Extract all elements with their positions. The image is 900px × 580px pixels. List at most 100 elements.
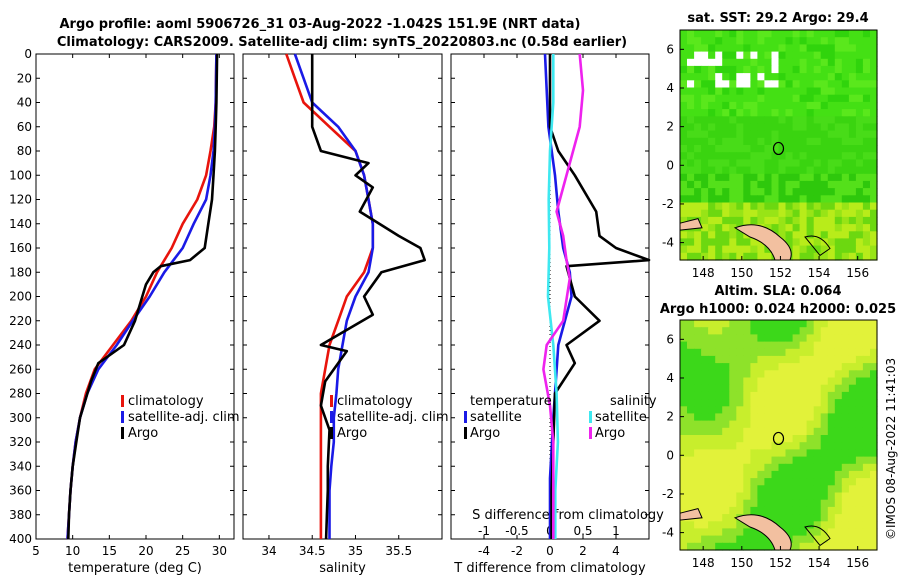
map-cell — [687, 399, 695, 407]
map-cell — [799, 492, 808, 501]
x-tick-label: 35 — [348, 544, 363, 558]
map-cell — [806, 334, 815, 343]
map-cell — [694, 528, 702, 537]
map-cell — [708, 137, 716, 146]
map-cell — [764, 180, 772, 189]
map-cell — [778, 470, 787, 479]
map-cell — [708, 145, 716, 153]
map-cell — [848, 435, 857, 443]
map-cell — [799, 173, 808, 182]
map-cell — [722, 435, 730, 443]
map-cell — [764, 413, 772, 422]
map-cell — [722, 94, 730, 103]
map-cell — [771, 94, 780, 103]
map-cell — [708, 485, 716, 494]
map-cell — [792, 384, 801, 393]
map-cell — [778, 130, 787, 139]
map-cell — [771, 51, 780, 60]
map-cell — [834, 320, 843, 328]
map-cell — [792, 216, 801, 225]
map-cell — [764, 320, 772, 328]
map-cell — [870, 449, 878, 458]
map-cell — [799, 399, 808, 407]
map-cell — [701, 348, 709, 357]
map-cell — [841, 145, 850, 153]
map-cell — [827, 499, 836, 508]
map-cell — [715, 209, 723, 218]
map-cell — [694, 137, 702, 146]
map-cell — [870, 195, 878, 204]
map-cell — [729, 101, 737, 110]
map-cell — [870, 58, 878, 67]
map-cell — [792, 145, 801, 153]
map-cell — [771, 485, 780, 494]
map-cell — [743, 94, 751, 103]
map-cell — [771, 195, 780, 204]
map-cell — [729, 463, 737, 472]
map-cell — [736, 87, 744, 96]
map-cell — [870, 442, 878, 450]
map-cell — [792, 413, 801, 422]
map-cell — [750, 427, 758, 436]
map-cell — [680, 123, 688, 132]
map-cell — [813, 377, 822, 386]
map-cell — [778, 73, 787, 81]
map-cell — [729, 413, 737, 422]
map-cell — [855, 406, 864, 415]
map-cell — [722, 166, 730, 175]
map-cell — [778, 463, 787, 472]
map-cell — [785, 30, 794, 38]
map-cell — [729, 159, 737, 168]
map-cell — [736, 73, 744, 81]
map-cell — [757, 341, 765, 350]
map-cell — [778, 166, 787, 175]
map-cell — [687, 101, 695, 110]
map-cell — [806, 94, 815, 103]
map-cell — [820, 152, 829, 160]
map-cell — [834, 355, 843, 364]
map-cell — [715, 202, 723, 211]
map-cell — [848, 413, 857, 422]
map-cell — [701, 87, 709, 96]
map-cell — [827, 391, 836, 400]
map-cell — [841, 420, 850, 429]
map-cell — [813, 435, 822, 443]
map-cell — [827, 355, 836, 364]
map-cell — [771, 188, 780, 196]
map-cell — [785, 470, 794, 479]
map-cell — [708, 80, 716, 89]
map-cell — [827, 195, 836, 204]
map-cell — [736, 485, 744, 494]
map-cell — [813, 463, 822, 472]
map-cell — [694, 180, 702, 189]
map-cell — [771, 58, 780, 67]
map-cell — [862, 145, 871, 153]
map-cell — [870, 413, 878, 422]
map-cell — [743, 463, 751, 472]
map-cell — [715, 348, 723, 357]
map-cell — [855, 478, 864, 486]
map-cell — [870, 485, 878, 494]
map-cell — [757, 413, 765, 422]
map-cell — [708, 245, 716, 254]
map-cell — [722, 58, 730, 67]
map-cell — [771, 478, 780, 486]
map-cell — [834, 435, 843, 443]
map-cell — [694, 80, 702, 89]
map-cell — [855, 391, 864, 400]
y-tick-label: 160 — [9, 241, 32, 255]
x-axis-label: temperature (deg C) — [68, 561, 202, 576]
map-cell — [708, 231, 716, 240]
map-cell — [736, 245, 744, 254]
map-cell — [771, 377, 780, 386]
map-cell — [870, 224, 878, 232]
map-cell — [750, 180, 758, 189]
map-cell — [701, 73, 709, 81]
map-cell — [820, 399, 829, 407]
map-cell — [778, 145, 787, 153]
map-cell — [722, 216, 730, 225]
map-cell — [771, 44, 780, 53]
map-cell — [708, 87, 716, 96]
map-cell — [848, 87, 857, 96]
map-cell — [722, 231, 730, 240]
